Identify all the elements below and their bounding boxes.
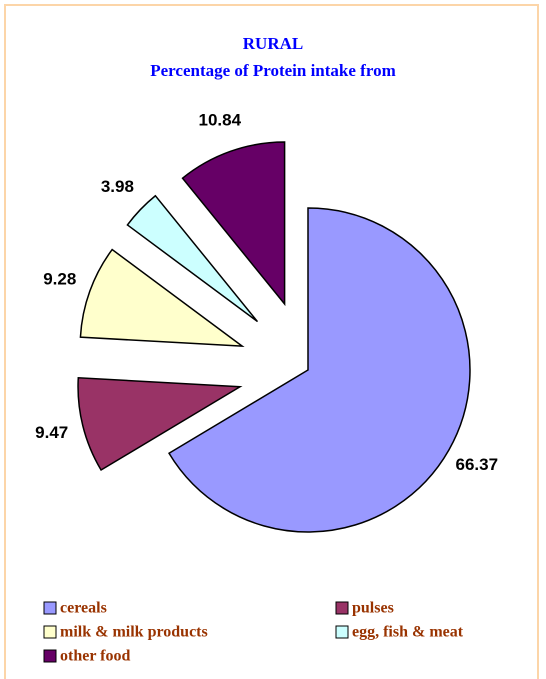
legend-swatch	[43, 601, 57, 615]
pie-slice	[126, 194, 259, 323]
legend-label: other food	[60, 648, 130, 665]
legend-label: egg, fish & meat	[352, 624, 464, 641]
pie-slice	[79, 248, 245, 348]
pie-slice	[181, 141, 286, 307]
legend-swatch	[43, 649, 57, 663]
legend-swatch	[335, 625, 349, 639]
data-label: 9.47	[35, 423, 68, 442]
legend-label: milk & milk products	[60, 624, 208, 641]
data-label: 3.98	[101, 177, 134, 196]
data-label: 66.37	[456, 455, 499, 474]
pie-slice	[77, 376, 243, 472]
chart-subtitle: Percentage of Protein intake from	[150, 61, 396, 80]
data-label: 9.28	[43, 270, 76, 289]
data-label: 10.84	[198, 111, 241, 130]
legend-swatch	[335, 601, 349, 615]
legend-label: cereals	[60, 600, 107, 617]
legend-label: pulses	[352, 600, 394, 617]
pie-slice	[167, 207, 471, 533]
legend-swatch	[43, 625, 57, 639]
chart-title: RURAL	[243, 34, 303, 53]
